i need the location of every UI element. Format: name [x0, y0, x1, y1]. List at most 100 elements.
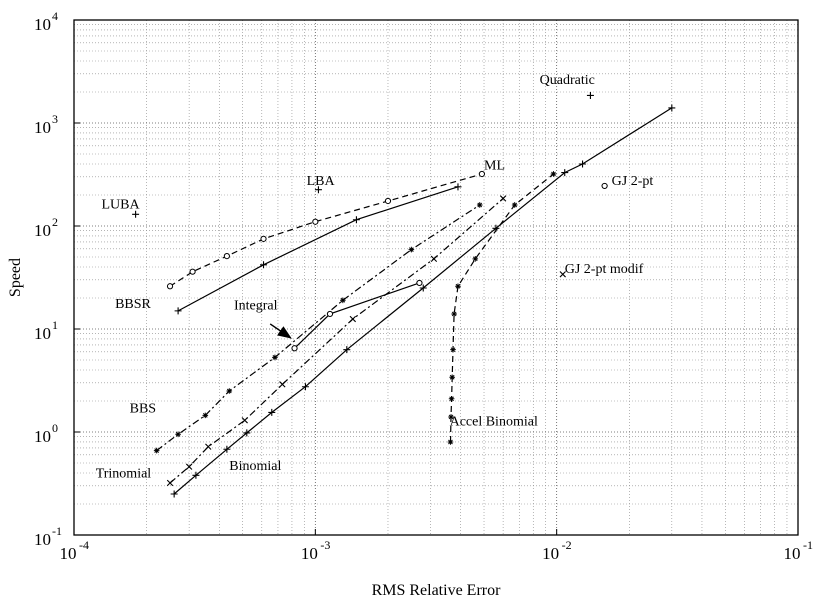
- label-trinomial: Trinomial: [96, 467, 152, 482]
- grid: [73, 20, 798, 536]
- binomial-point: [192, 471, 200, 479]
- y-tick-label: 10: [34, 530, 51, 549]
- binomial-point: [561, 169, 569, 177]
- ml-point: [223, 253, 230, 260]
- binomial-point: [668, 104, 676, 112]
- trinomial-point: [241, 417, 248, 424]
- y-tick-exponent: 4: [52, 9, 58, 23]
- label-bbsr: BBSR: [115, 297, 151, 312]
- series-bbs: [153, 202, 483, 454]
- series-line-accel-binomial: [449, 173, 554, 443]
- accel-binomial-point: [449, 374, 455, 381]
- bbs-point: [340, 297, 346, 304]
- series-lba: [314, 186, 322, 194]
- accel-binomial-point: [455, 283, 461, 290]
- gj-2-pt-modif-point: [559, 271, 566, 278]
- series-gj-2-pt-modif: [559, 271, 566, 278]
- ml-point: [478, 170, 486, 178]
- y-tick-label: 10: [34, 15, 51, 34]
- series-quadratic: [586, 91, 594, 99]
- accel-binomial-point: [472, 256, 479, 262]
- series-line-trinomial: [169, 198, 504, 484]
- accel-binomial-point: [448, 414, 454, 420]
- accel-binomial-point: [550, 171, 557, 177]
- series-trinomial: [166, 195, 507, 487]
- bbs-point: [175, 431, 181, 438]
- trinomial-point: [430, 255, 438, 263]
- series-ml: [166, 170, 486, 290]
- bbs-point: [272, 354, 278, 361]
- trinomial-point: [499, 195, 507, 202]
- y-tick-exponent: -1: [52, 524, 62, 538]
- label-gj-2-pt-modif: GJ 2-pt modif: [565, 262, 644, 277]
- binomial-point: [170, 490, 178, 498]
- label-integral: Integral: [234, 298, 278, 313]
- y-tick-label: 10: [34, 427, 51, 446]
- trinomial-point: [279, 381, 286, 388]
- series-bbsr: [174, 183, 462, 315]
- binomial-point: [223, 445, 231, 453]
- bbsr-point: [454, 183, 462, 191]
- binomial-point: [579, 160, 587, 168]
- trinomial-point: [166, 479, 174, 487]
- series-luba: [132, 210, 140, 218]
- bbs-point: [476, 202, 483, 208]
- ml-point: [384, 197, 392, 205]
- lba-point: [314, 186, 322, 194]
- accel-binomial-point: [451, 311, 457, 317]
- binomial-point: [301, 383, 309, 391]
- gj-2-pt-point: [601, 182, 608, 190]
- annotations: Quadratic ML LBA GJ 2-pt LUBA GJ 2-pt modif BB…: [96, 73, 654, 482]
- x-tick-label: 10: [542, 544, 559, 563]
- label-gj-2-pt: GJ 2-pt: [612, 174, 654, 189]
- label-lba: LBA: [307, 174, 336, 189]
- bbs-point: [408, 246, 415, 253]
- ml-point: [312, 218, 319, 225]
- y-tick-exponent: 1: [52, 318, 58, 332]
- integral-point: [291, 345, 298, 352]
- label-bbs: BBS: [130, 401, 156, 416]
- bbs-point: [226, 388, 233, 394]
- bbsr-point: [352, 216, 360, 224]
- integral-arrow: [269, 323, 292, 339]
- label-luba: LUBA: [101, 197, 140, 212]
- y-tick-exponent: 3: [52, 112, 58, 126]
- series-line-bbs: [156, 204, 481, 452]
- y-tick-label: 10: [34, 221, 51, 240]
- label-accel-binomial: Accel Binomial: [450, 415, 538, 430]
- series-line-bbsr: [177, 186, 459, 312]
- bbsr-point: [174, 307, 182, 315]
- x-tick-exponent: -3: [320, 538, 330, 552]
- series-line-binomial: [173, 107, 673, 495]
- bbs-point: [153, 447, 160, 454]
- x-axis-label: RMS Relative Error: [372, 582, 502, 599]
- y-tick-exponent: 2: [52, 215, 58, 229]
- label-binomial: Binomial: [229, 459, 281, 474]
- label-quadratic: Quadratic: [540, 73, 595, 88]
- data-series: [132, 91, 676, 498]
- y-tick-exponent: 0: [52, 421, 58, 435]
- trinomial-point: [349, 315, 357, 323]
- ml-point: [166, 283, 174, 290]
- luba-point: [132, 210, 140, 218]
- integral-point: [326, 310, 334, 318]
- y-axis-label: Speed: [7, 258, 24, 297]
- series-accel-binomial: [447, 171, 557, 445]
- series-gj-2-pt: [601, 182, 608, 190]
- x-tick-label: 10: [301, 544, 318, 563]
- ml-point: [260, 235, 267, 242]
- accel-binomial-point: [511, 202, 518, 208]
- label-ml: ML: [484, 158, 505, 173]
- accel-binomial-point: [450, 346, 456, 353]
- series-line-ml: [169, 173, 483, 287]
- x-tick-exponent: -1: [803, 538, 813, 552]
- binomial-point: [243, 429, 251, 437]
- tick-labels: 10 -4 10 -3 10 -2 10 -110 -110 010 110 210 310 4: [34, 9, 813, 563]
- accel-binomial-point: [448, 396, 455, 402]
- series-binomial: [170, 104, 676, 498]
- y-tick-label: 10: [34, 118, 51, 137]
- trinomial-point: [205, 443, 212, 450]
- binomial-point: [419, 284, 427, 292]
- bbsr-point: [260, 261, 268, 269]
